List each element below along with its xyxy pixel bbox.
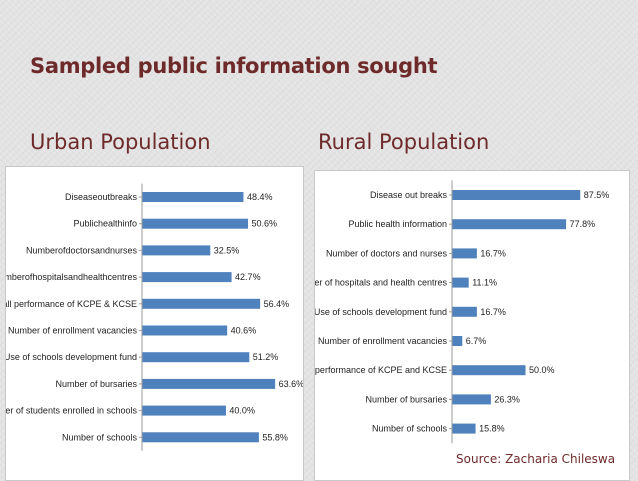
urban-category-label: Number of enrollment vacancies [8, 326, 138, 336]
urban-category-label: Numberofhospitalsandhealthcentres [6, 272, 137, 282]
rural-value-label: 11.1% [472, 278, 497, 288]
rural-value-label: 50.0% [529, 365, 555, 375]
urban-category-label: Diseaseoutbreaks [65, 192, 138, 202]
urban-value-label: 32.5% [214, 245, 240, 255]
rural-bar [452, 365, 526, 376]
rural-value-label: 15.8% [479, 424, 505, 434]
rural-value-label: 16.7% [480, 248, 506, 258]
rural-category-label: Number of bursaries [365, 394, 447, 404]
urban-bar [142, 352, 250, 363]
rural-category-label: Number of schools [372, 424, 448, 434]
rural-category-label: Public health information [348, 219, 447, 229]
urban-bar [142, 218, 249, 229]
rural-bar [452, 423, 476, 434]
urban-value-label: 51.2% [253, 352, 279, 362]
urban-value-label: 55.8% [262, 432, 288, 442]
urban-bar [142, 298, 261, 309]
urban-category-label: Number of bursaries [55, 379, 137, 389]
rural-bar [452, 306, 477, 317]
urban-value-label: 63.6% [279, 379, 303, 389]
slide-title: Sampled public information sought [30, 54, 438, 78]
urban-value-label: 40.0% [229, 406, 255, 416]
urban-category-label: Numberofdoctorsandnurses [26, 245, 138, 255]
urban-value-label: 40.6% [231, 326, 257, 336]
urban-bar [142, 192, 244, 202]
rural-value-label: 6.7% [466, 336, 487, 346]
rural-bar [452, 219, 567, 230]
rural-category-label: Number of doctors and nurses [326, 248, 448, 258]
rural-value-label: 77.8% [570, 219, 596, 229]
urban-bar [142, 405, 226, 416]
rural-value-label: 16.7% [480, 307, 506, 317]
rural-bar [452, 336, 463, 346]
rural-bar [452, 248, 477, 259]
rural-bar-chart: Disease out breaks 87.5% Public health inf… [315, 180, 610, 444]
rural-category-label: Overall performance of KCPE and KCSE [315, 365, 447, 375]
rural-value-label: 26.3% [494, 394, 520, 404]
rural-bar [452, 190, 581, 200]
urban-bar-chart: Diseaseoutbreaks 48.4% Publichealthinfo 50.… [6, 183, 303, 451]
urban-chart-panel: Diseaseoutbreaks 48.4% Publichealthinfo 50.… [5, 166, 304, 481]
rural-bar [452, 277, 469, 288]
urban-bar [142, 245, 211, 256]
rural-population-heading: Rural Population [318, 130, 490, 154]
rural-value-label: 87.5% [584, 190, 610, 200]
source-citation: Source: Zacharia Chileswa [456, 452, 616, 466]
rural-category-label: Number of enrollment vacancies [318, 336, 448, 346]
urban-bar [142, 378, 276, 389]
rural-chart-panel: Disease out breaks 87.5% Public health inf… [314, 170, 630, 481]
urban-value-label: 50.6% [252, 219, 278, 229]
urban-category-label: Number of schools [62, 432, 138, 442]
rural-category-label: Use of schools development fund [315, 307, 447, 317]
urban-bar [142, 325, 228, 336]
urban-category-label: Overall performance of KCPE & KCSE [6, 299, 137, 309]
urban-category-label: Number of students enrolled in schools [6, 406, 137, 416]
rural-category-label: Disease out breaks [370, 190, 448, 200]
urban-category-label: Use of schools development fund [6, 352, 137, 362]
rural-bar [452, 394, 491, 405]
urban-population-heading: Urban Population [30, 130, 211, 154]
urban-bar [142, 432, 259, 443]
rural-category-label: Number of hospitals and health centres [315, 278, 447, 288]
urban-value-label: 48.4% [247, 192, 273, 202]
urban-value-label: 56.4% [264, 299, 290, 309]
urban-category-label: Publichealthinfo [73, 219, 137, 229]
urban-value-label: 42.7% [235, 272, 261, 282]
urban-bar [142, 272, 232, 283]
